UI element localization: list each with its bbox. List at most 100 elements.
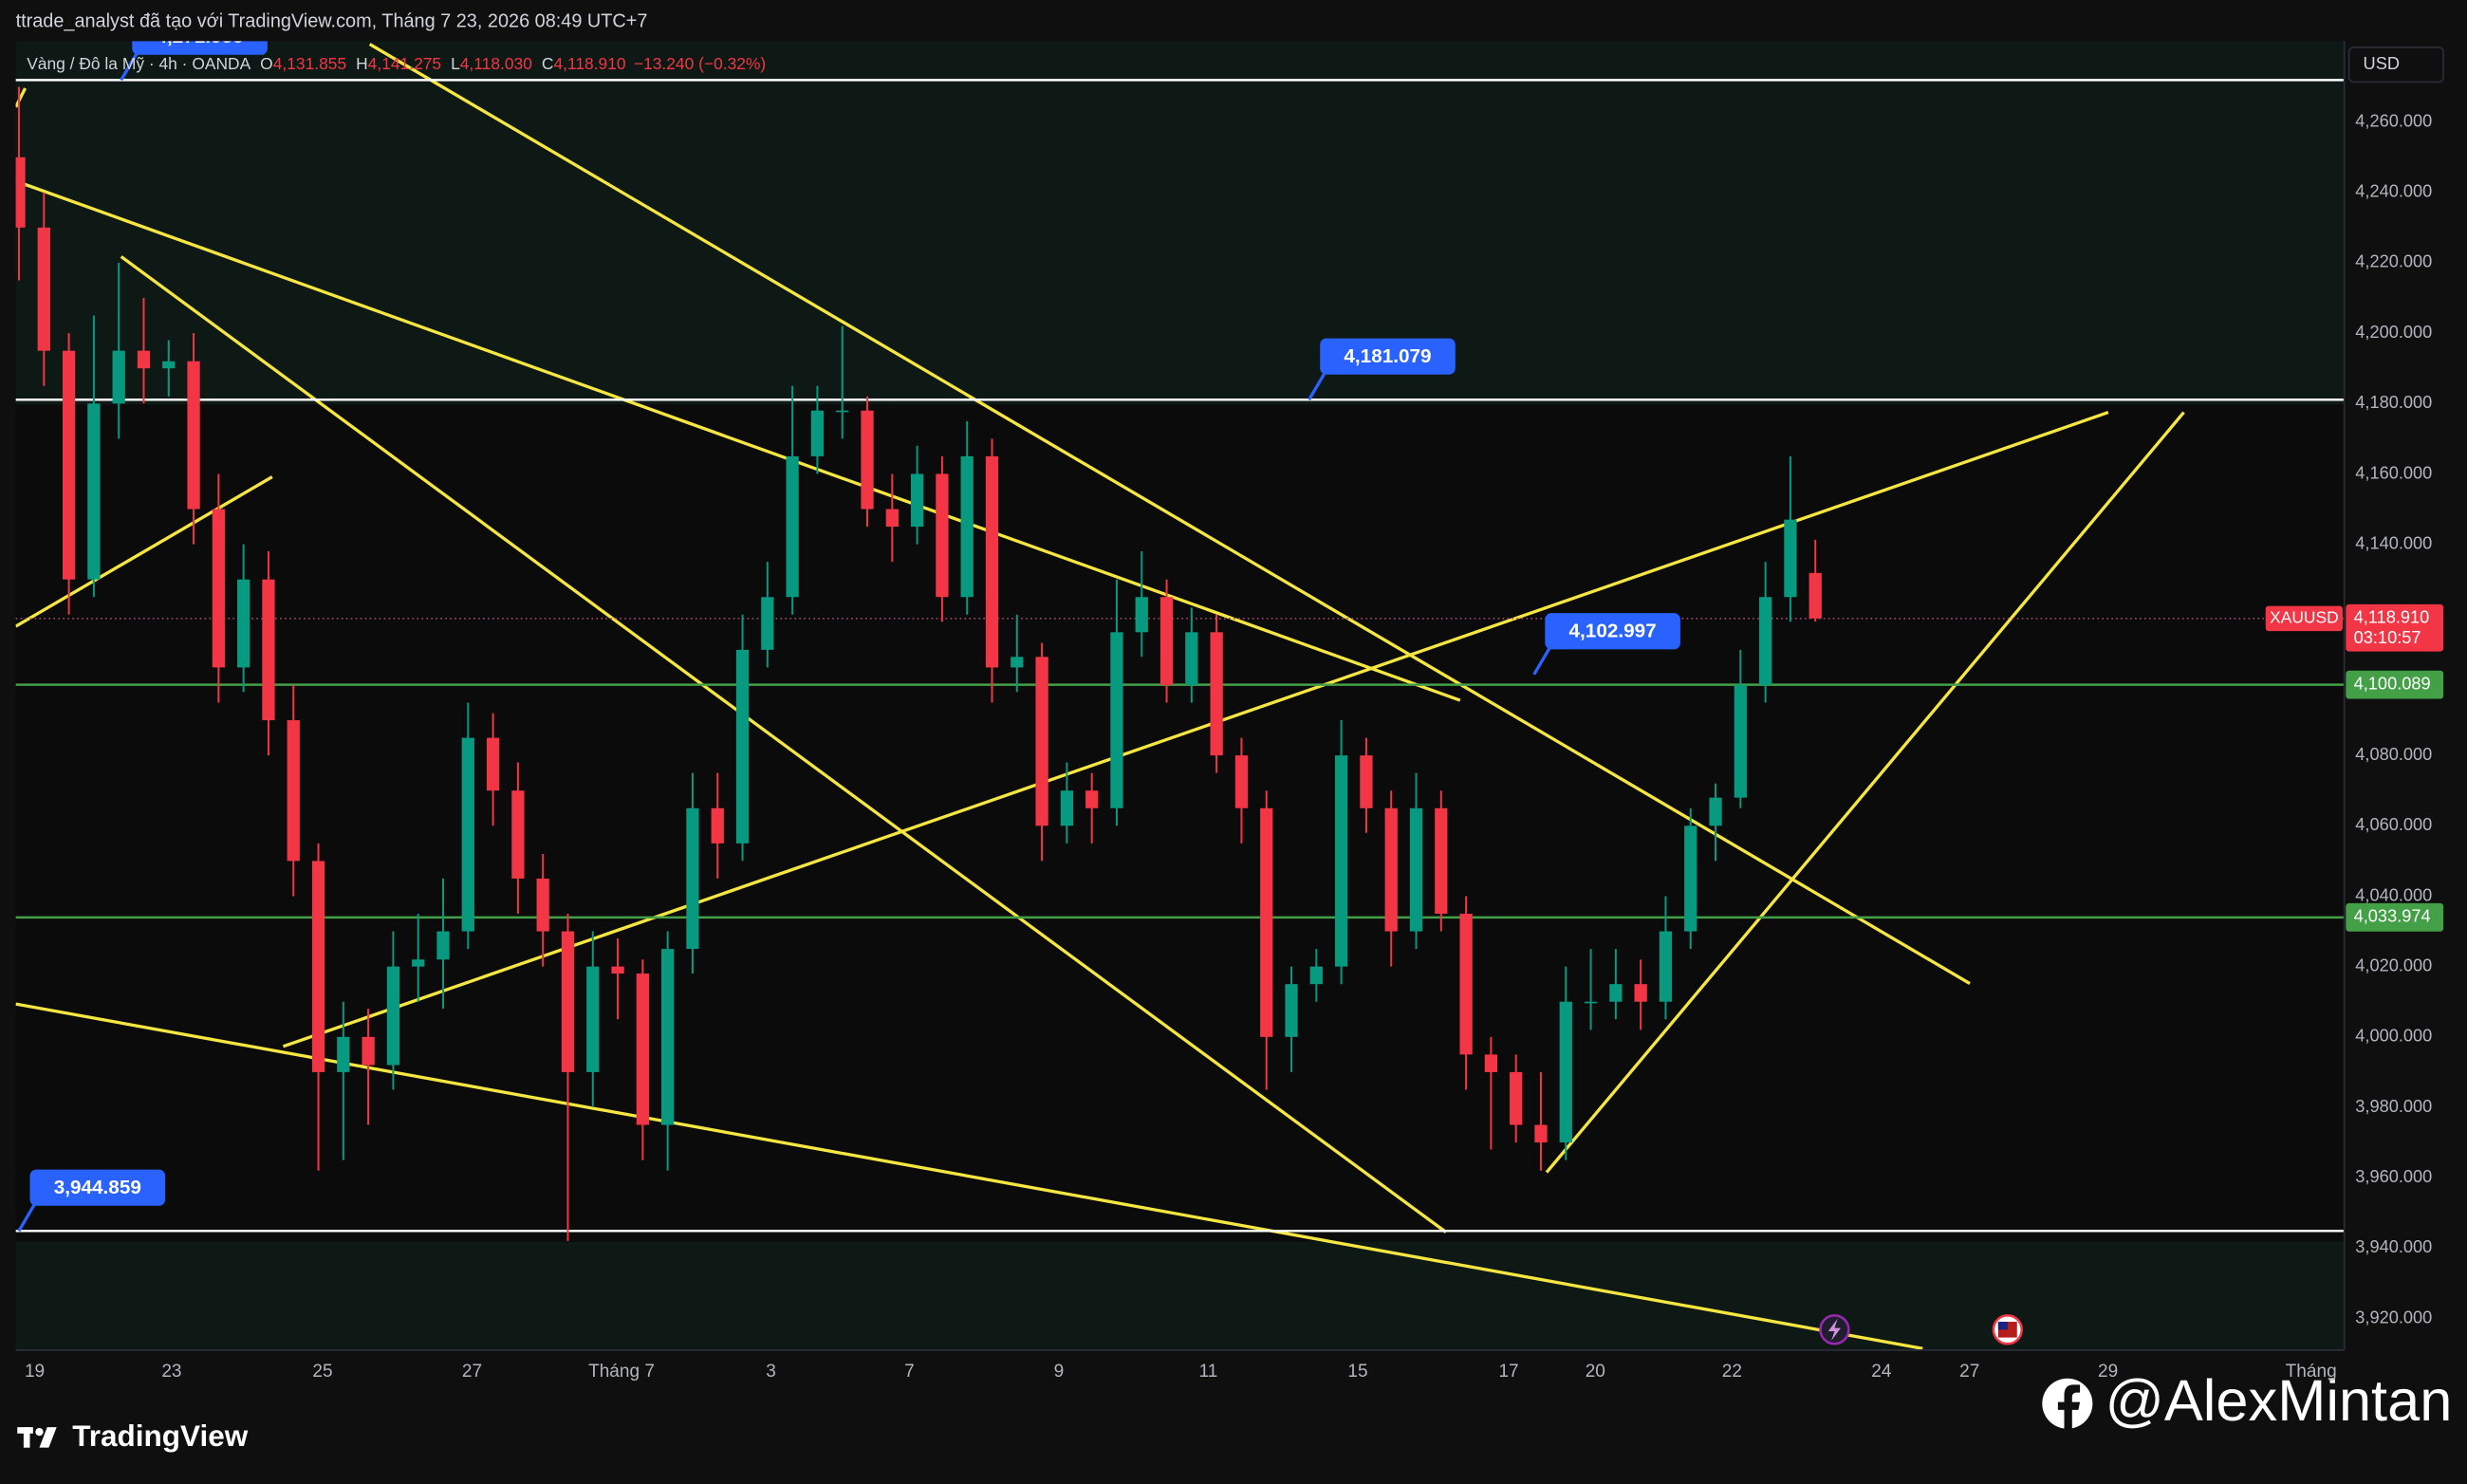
plot: 4,271.935 4,181.079 4,102.997 3,944.859 bbox=[15, 26, 2345, 1350]
candle-body bbox=[711, 807, 724, 844]
candle-body bbox=[15, 157, 26, 228]
candle-body bbox=[511, 790, 525, 879]
currency-button[interactable] bbox=[2347, 46, 2444, 83]
currency-label: USD bbox=[2364, 53, 2400, 73]
y-tick-label: 4,200.000 bbox=[2355, 322, 2432, 342]
header-bar bbox=[0, 0, 2467, 42]
logo-part bbox=[23, 1427, 30, 1448]
candle-body bbox=[861, 410, 874, 510]
candle-body bbox=[1135, 597, 1148, 633]
candle-body bbox=[1584, 1001, 1598, 1004]
last-price-badge bbox=[2346, 603, 2444, 652]
x-tick-label: 9 bbox=[1054, 1362, 1065, 1382]
level-badge-label: 4,033.974 bbox=[2354, 906, 2431, 926]
header-text: ttrade_analyst đã tạo với TradingView.co… bbox=[16, 11, 648, 32]
candle-body bbox=[1260, 807, 1273, 1037]
candle-body bbox=[1035, 657, 1048, 826]
candle-body bbox=[1609, 984, 1623, 1002]
y-tick-label: 3,960.000 bbox=[2355, 1166, 2432, 1186]
symbol-legend: Vàng / Đô la Mỹ · 4h · OANDA O4,131.855 H4… bbox=[27, 54, 766, 73]
countdown-label: 03:10:57 bbox=[2354, 627, 2421, 647]
x-tick-label: Tháng 7 bbox=[588, 1362, 655, 1382]
x-tick-label: 17 bbox=[1498, 1362, 1518, 1382]
y-tick-label: 4,000.000 bbox=[2355, 1026, 2432, 1046]
last-price-label: 4,118.910 bbox=[2354, 607, 2430, 627]
candle-body bbox=[1459, 914, 1473, 1055]
logo-part bbox=[35, 1427, 44, 1437]
x-tick-label: 22 bbox=[1722, 1362, 1742, 1382]
candle-body bbox=[661, 949, 675, 1125]
candle-body bbox=[162, 361, 176, 369]
candle-body bbox=[735, 649, 750, 844]
ohlc-key: H bbox=[356, 54, 368, 73]
x-tick-label: Tháng bbox=[2286, 1362, 2337, 1382]
callout-label: 4,271.935 bbox=[156, 26, 243, 47]
trend-line bbox=[120, 255, 1447, 1234]
candle-body bbox=[1384, 807, 1398, 932]
price-callout: 4,271.935 bbox=[120, 26, 268, 82]
y-tick-label: 3,940.000 bbox=[2355, 1236, 2432, 1256]
x-tick-label: 25 bbox=[312, 1362, 332, 1382]
level-badge-label: 4,100.089 bbox=[2354, 673, 2431, 693]
level-badge bbox=[2346, 670, 2444, 699]
trend-line bbox=[15, 1002, 1923, 1350]
x-tick-label: 11 bbox=[1199, 1362, 1218, 1382]
y-tick-label: 4,140.000 bbox=[2355, 532, 2432, 552]
candle-body bbox=[1534, 1124, 1548, 1143]
x-tick-label: 29 bbox=[2098, 1362, 2118, 1382]
candle-body bbox=[1734, 684, 1747, 798]
candle-body bbox=[112, 350, 125, 404]
x-tick-label: 3 bbox=[766, 1362, 776, 1382]
candle-body bbox=[885, 509, 899, 528]
trend-line bbox=[282, 411, 2109, 1048]
candle-body bbox=[386, 966, 400, 1066]
candle-body bbox=[62, 350, 76, 580]
ohlc-key: L bbox=[451, 54, 460, 73]
change: −13.240 (−0.32%) bbox=[634, 54, 766, 73]
y-tick-label: 4,180.000 bbox=[2355, 392, 2432, 412]
candle-body bbox=[1409, 807, 1423, 932]
y-tick-label: 4,060.000 bbox=[2355, 814, 2432, 834]
callout-label: 4,102.997 bbox=[1569, 621, 1657, 642]
y-tick-label: 4,260.000 bbox=[2355, 110, 2432, 130]
watermark: @AlexMintan bbox=[2105, 1368, 2453, 1434]
trend-line bbox=[15, 475, 273, 628]
x-tick-label: 23 bbox=[161, 1362, 181, 1382]
candle-body bbox=[536, 878, 549, 932]
level-badge bbox=[2346, 902, 2444, 932]
callout-box bbox=[1320, 338, 1456, 375]
candle-body bbox=[761, 597, 774, 650]
candle-body bbox=[1334, 755, 1348, 967]
candle-body bbox=[1085, 790, 1099, 808]
candle-body bbox=[611, 966, 624, 974]
candle-body bbox=[636, 974, 649, 1125]
candle-body bbox=[1510, 1071, 1523, 1125]
candle-body bbox=[1758, 597, 1772, 685]
candle-body bbox=[985, 455, 999, 668]
logo-part bbox=[39, 1427, 57, 1448]
candle-body bbox=[337, 1036, 350, 1072]
candle-body bbox=[936, 473, 949, 598]
callout-pointer bbox=[1308, 372, 1326, 401]
brand-name: TradingView bbox=[72, 1419, 248, 1453]
trend-line bbox=[15, 87, 28, 108]
candle-body bbox=[786, 455, 799, 598]
symbol-badge-label: XAUUSD bbox=[2270, 607, 2339, 626]
y-tick-label: 4,040.000 bbox=[2355, 884, 2432, 904]
trend-line bbox=[1545, 411, 2185, 1174]
candle-body bbox=[1809, 572, 1822, 619]
candle-body bbox=[1110, 632, 1123, 808]
trend-line bbox=[15, 179, 1461, 702]
candle-body bbox=[87, 403, 101, 580]
x-tick-label: 20 bbox=[1586, 1362, 1605, 1382]
ohlc-key: O bbox=[260, 54, 273, 73]
symbol-info: Vàng / Đô la Mỹ · 4h · OANDA bbox=[27, 54, 250, 73]
callout-box bbox=[132, 41, 268, 55]
candle-body bbox=[910, 473, 924, 528]
y-tick-label: 4,080.000 bbox=[2355, 744, 2432, 764]
candle-body bbox=[1234, 755, 1249, 808]
candle-body bbox=[1060, 790, 1074, 826]
price-callout: 3,944.859 bbox=[17, 1169, 166, 1233]
ohlc-value: 4,118.030 bbox=[460, 54, 532, 73]
